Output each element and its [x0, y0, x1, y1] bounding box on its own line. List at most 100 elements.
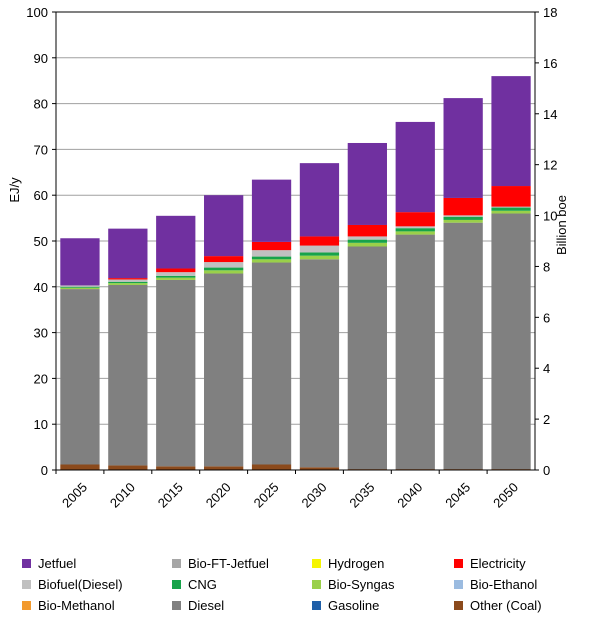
legend-label: Bio-FT-Jetfuel: [188, 556, 269, 571]
legend-swatch: [312, 559, 321, 568]
y-tick-label: 60: [34, 188, 48, 203]
legend-swatch: [454, 580, 463, 589]
y2-tick-label: 12: [543, 158, 557, 173]
y-tick-label: 40: [34, 280, 48, 295]
y2-tick-label: 2: [543, 412, 550, 427]
legend-swatch: [172, 559, 181, 568]
bar-segment: [108, 283, 148, 285]
bar-segment: [347, 239, 387, 243]
legend-label: Electricity: [470, 556, 526, 571]
bar-segment: [443, 219, 483, 223]
x-tick-label: 2005: [59, 480, 90, 511]
legend-label: Other (Coal): [470, 598, 542, 613]
bar-segment: [347, 236, 387, 240]
bar-segment: [156, 279, 196, 467]
x-tick-label: 2035: [346, 480, 377, 511]
y2-tick-label: 16: [543, 56, 557, 71]
bar-stack-2035: [347, 142, 387, 470]
legend-item: Biofuel(Diesel): [22, 577, 123, 592]
legend-item: CNG: [172, 577, 217, 592]
legend-swatch: [22, 601, 31, 610]
bar-segment: [60, 464, 100, 470]
bar-segment: [491, 186, 531, 207]
x-tick-label: 2010: [107, 480, 138, 511]
bar-segment: [299, 236, 340, 246]
legend-swatch: [172, 601, 181, 610]
legend-swatch: [312, 601, 321, 610]
bar-segment: [251, 256, 292, 260]
bar-segment: [347, 242, 387, 247]
bar-segment: [251, 262, 292, 465]
bar-segment: [251, 464, 292, 470]
bar-segment: [491, 213, 531, 470]
bar-segment: [299, 163, 340, 237]
bar-segment: [156, 268, 196, 273]
x-tick-label: 2015: [155, 480, 186, 511]
legend-label: Gasoline: [328, 598, 380, 613]
y-axis-title-right: Billion boe: [554, 195, 569, 255]
bar-segment: [251, 250, 292, 257]
legend-label: Bio-Syngas: [328, 577, 395, 592]
bar-segment: [299, 467, 340, 470]
legend-swatch: [454, 601, 463, 610]
bar-segment: [60, 289, 100, 465]
x-tick-label: 2045: [442, 480, 473, 511]
bar-segment: [251, 241, 292, 251]
legend-label: Jetfuel: [38, 556, 77, 571]
legend-item: Electricity: [454, 556, 526, 571]
bar-segment: [204, 262, 244, 268]
x-tick-label: 2020: [203, 480, 234, 511]
bar-segment: [395, 228, 435, 232]
bar-stack-2045: [443, 98, 483, 470]
legend-item: Bio-Ethanol: [454, 577, 537, 592]
legend-item: Bio-FT-Jetfuel: [172, 556, 269, 571]
legend-item: Bio-Syngas: [312, 577, 394, 592]
bar-segment: [204, 270, 244, 274]
legend-item: Hydrogen: [312, 556, 384, 571]
legend-swatch: [22, 580, 31, 589]
bar-stack-2040: [395, 121, 435, 470]
legend-label: Bio-Ethanol: [470, 577, 538, 592]
legend-label: CNG: [188, 577, 217, 592]
bar-segment: [204, 195, 244, 257]
bar-segment: [299, 259, 340, 468]
legend-item: Jetfuel: [22, 556, 76, 571]
bar-segment: [395, 234, 435, 470]
bar-segment: [347, 246, 387, 470]
bar-segment: [491, 210, 531, 214]
bar-segment: [204, 256, 244, 263]
bar-segment: [443, 98, 483, 198]
bar-segment: [204, 267, 244, 271]
bar-segment: [156, 277, 196, 280]
y-tick-label: 70: [34, 142, 48, 157]
y2-tick-label: 14: [543, 107, 557, 122]
bar-segment: [60, 286, 100, 288]
bar-segment: [251, 179, 292, 242]
y-axis-title-left: EJ/y: [7, 177, 22, 203]
bar-segment: [395, 121, 435, 213]
y-tick-label: 20: [34, 371, 48, 386]
y-tick-label: 100: [26, 5, 48, 20]
bar-segment: [299, 252, 340, 256]
y-axis-left: 0 10 20 30 40 50 60 70 80 90 100: [26, 5, 56, 478]
bar-stack-2030: [299, 163, 340, 470]
y-tick-label: 10: [34, 417, 48, 432]
legend-item: Diesel: [172, 598, 224, 613]
bar-segment: [395, 212, 435, 227]
bar-segment: [108, 284, 148, 466]
bar-segment: [156, 466, 196, 470]
bar-segment: [156, 272, 196, 276]
y2-tick-label: 8: [543, 259, 550, 274]
bar-segment: [156, 275, 196, 278]
legend-label: Hydrogen: [328, 556, 385, 571]
legend-swatch: [454, 559, 463, 568]
bar-segment: [108, 278, 148, 280]
y2-tick-label: 18: [543, 5, 557, 20]
bar-segment: [108, 228, 148, 279]
x-tick-label: 2030: [299, 480, 330, 511]
bar-segment: [491, 207, 531, 211]
y-tick-label: 90: [34, 51, 48, 66]
bar-segment: [299, 255, 340, 260]
bar-stack-2020: [204, 195, 244, 470]
